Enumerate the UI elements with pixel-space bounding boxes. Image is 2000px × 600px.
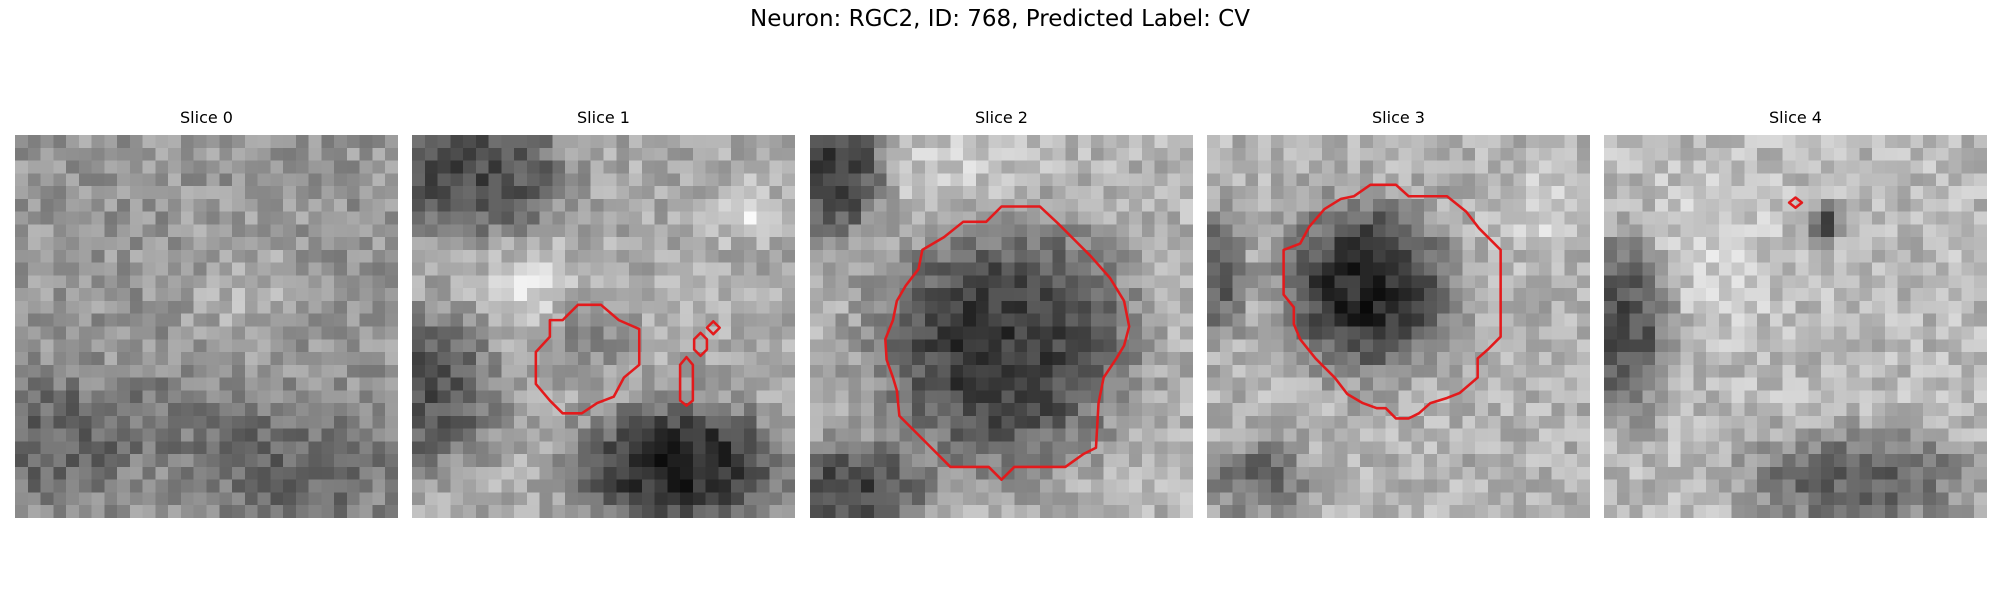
slice-title-0: Slice 0 bbox=[180, 108, 233, 127]
slice-panel-1: Slice 1 bbox=[412, 108, 795, 524]
slice-panel-2: Slice 2 bbox=[810, 108, 1193, 524]
slice-title-4: Slice 4 bbox=[1769, 108, 1822, 127]
segmentation-contour bbox=[705, 320, 721, 336]
segmentation-contour bbox=[1787, 196, 1804, 210]
segmentation-contour bbox=[1282, 183, 1502, 420]
slice-image-0 bbox=[15, 135, 398, 518]
slice-panel-3: Slice 3 bbox=[1207, 108, 1590, 524]
segmentation-contour bbox=[534, 303, 641, 415]
slice-image-1 bbox=[412, 135, 795, 518]
slice-panel-0: Slice 0 bbox=[15, 108, 398, 524]
segmentation-contour bbox=[884, 205, 1131, 481]
slice-title-2: Slice 2 bbox=[975, 108, 1028, 127]
segmentation-contour bbox=[678, 355, 695, 407]
slice-image-3 bbox=[1207, 135, 1590, 518]
figure-title: Neuron: RGC2, ID: 768, Predicted Label: … bbox=[750, 6, 1250, 32]
slice-title-1: Slice 1 bbox=[577, 108, 630, 127]
slice-image-4 bbox=[1604, 135, 1987, 518]
segmentation-contour bbox=[692, 331, 709, 358]
slice-title-3: Slice 3 bbox=[1372, 108, 1425, 127]
slice-image-2 bbox=[810, 135, 1193, 518]
slice-panel-4: Slice 4 bbox=[1604, 108, 1987, 524]
